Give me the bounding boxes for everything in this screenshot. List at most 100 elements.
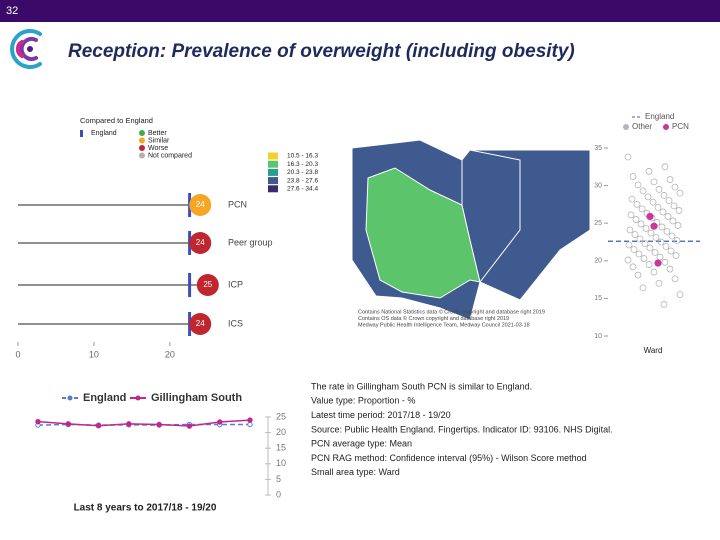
other-point bbox=[657, 238, 665, 246]
other-point bbox=[672, 252, 680, 259]
x-tick-label: 10 bbox=[89, 349, 99, 359]
legend-swatch bbox=[139, 137, 145, 144]
other-point bbox=[639, 284, 647, 292]
map-area bbox=[461, 149, 521, 284]
series-point bbox=[126, 421, 132, 427]
dot bbox=[189, 194, 212, 216]
description-line: Small area type: Ward bbox=[311, 467, 400, 477]
y-tick-label: 20 bbox=[594, 258, 602, 265]
other-point bbox=[671, 183, 679, 191]
description-line: PCN RAG method: Confidence interval (95%… bbox=[311, 453, 587, 463]
y-tick-label: 15 bbox=[276, 443, 286, 453]
legend-swatch bbox=[139, 152, 145, 159]
x-tick-label: 0 bbox=[15, 349, 20, 359]
other-point bbox=[625, 241, 633, 249]
other-point bbox=[676, 291, 684, 299]
other-point bbox=[640, 255, 648, 262]
other-point bbox=[662, 243, 670, 250]
other-point bbox=[660, 191, 668, 199]
other-point bbox=[650, 268, 658, 276]
y-tick-label: 10 bbox=[594, 333, 602, 340]
other-point bbox=[628, 195, 636, 203]
other-point bbox=[632, 216, 640, 223]
row-label: ICP bbox=[228, 279, 243, 289]
other-point bbox=[629, 263, 637, 271]
other-point bbox=[636, 235, 644, 243]
series-point bbox=[35, 418, 41, 425]
dot-label: 25 bbox=[203, 280, 212, 289]
map-legend-label: 23.8 - 27.6 bbox=[287, 177, 318, 184]
y-tick-label: 25 bbox=[594, 220, 602, 227]
other-point bbox=[634, 181, 642, 189]
other-point bbox=[659, 208, 667, 216]
other-point bbox=[624, 153, 632, 161]
other-point bbox=[668, 232, 676, 240]
dot bbox=[189, 232, 212, 254]
row-label: PCN bbox=[228, 199, 247, 209]
x-tick-label: 20 bbox=[165, 349, 175, 359]
other-point bbox=[658, 223, 666, 231]
map-legend-label: 16.3 - 20.3 bbox=[287, 161, 318, 168]
dot bbox=[189, 313, 212, 335]
other-point bbox=[631, 231, 639, 238]
series-point bbox=[65, 421, 71, 427]
other-point bbox=[666, 265, 674, 273]
y-tick-label: 25 bbox=[276, 411, 286, 421]
other-point bbox=[650, 178, 658, 186]
legend-label: Worse bbox=[148, 145, 168, 152]
y-tick-label: 15 bbox=[594, 295, 602, 302]
legend-label: Similar bbox=[148, 137, 170, 144]
description-line: Source: Public Health England. Fingertip… bbox=[311, 424, 613, 434]
other-point bbox=[665, 197, 673, 205]
map-area bbox=[365, 167, 481, 299]
map bbox=[351, 139, 591, 321]
other-point bbox=[656, 253, 664, 261]
series-point bbox=[156, 421, 162, 428]
other-point bbox=[671, 275, 679, 283]
other-point bbox=[634, 271, 642, 279]
y-tick-label: 30 bbox=[594, 182, 602, 189]
other-point bbox=[645, 167, 653, 175]
y-tick-label: 10 bbox=[276, 458, 286, 468]
other-point bbox=[624, 256, 632, 264]
logo-arc bbox=[19, 37, 38, 61]
other-point bbox=[676, 189, 684, 197]
legend-swatch bbox=[139, 145, 145, 151]
other-point bbox=[637, 220, 645, 228]
map-legend-label: 27.6 - 34.4 bbox=[287, 186, 318, 193]
other-point bbox=[630, 246, 638, 253]
legend-label: Other bbox=[632, 122, 652, 131]
legend-label: England bbox=[645, 112, 674, 121]
other-point bbox=[655, 185, 663, 193]
other-point bbox=[652, 234, 660, 241]
legend-marker bbox=[67, 395, 73, 401]
other-point bbox=[642, 225, 650, 232]
map-legend-swatch bbox=[268, 177, 278, 185]
other-point bbox=[661, 258, 669, 266]
top-bar bbox=[0, 0, 720, 22]
map-credit: Contains OS data © Crown copyright and d… bbox=[358, 315, 509, 322]
other-point bbox=[673, 237, 681, 244]
map-legend-label: 10.5 - 16.3 bbox=[287, 153, 318, 160]
legend-label: Gillingham South bbox=[151, 392, 242, 404]
dot bbox=[196, 274, 219, 296]
legend-swatch bbox=[139, 130, 145, 136]
other-point bbox=[627, 211, 635, 219]
y-tick-label: 0 bbox=[276, 489, 281, 499]
other-point bbox=[663, 228, 671, 235]
legend-label: Better bbox=[148, 130, 167, 137]
other-point bbox=[635, 250, 643, 258]
series-point bbox=[247, 417, 253, 423]
dot-label: 24 bbox=[196, 200, 205, 209]
other-point bbox=[644, 193, 652, 201]
pcn-point bbox=[654, 259, 662, 267]
other-point bbox=[674, 222, 682, 229]
pcn-point bbox=[646, 212, 654, 221]
logo-arc bbox=[15, 40, 24, 58]
other-point bbox=[655, 279, 663, 287]
other-point bbox=[639, 187, 647, 195]
legend-marker bbox=[623, 124, 629, 130]
x-axis-label: Last 8 years to 2017/18 - 19/20 bbox=[74, 503, 217, 514]
series-point bbox=[217, 419, 223, 425]
pcn-point bbox=[650, 222, 658, 230]
